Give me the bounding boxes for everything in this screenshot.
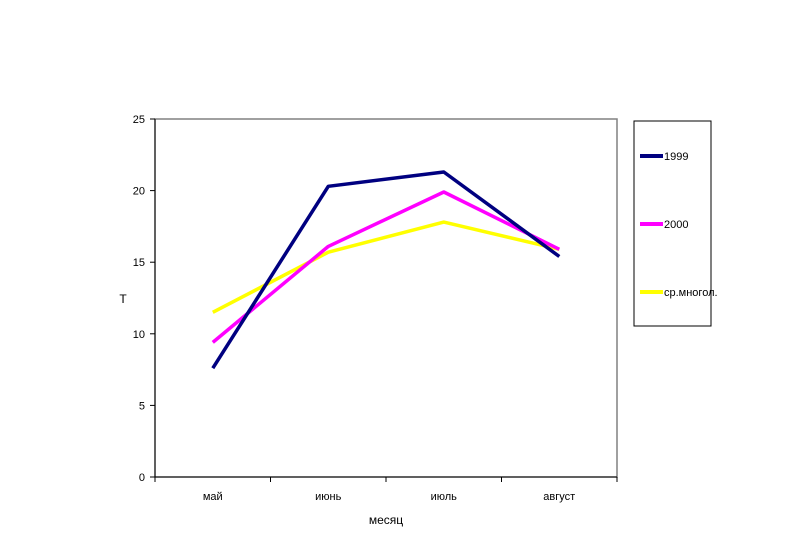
- series-line-1: [211, 190, 561, 344]
- y-tick-label: 25: [133, 114, 145, 126]
- y-axis-ticks: 0 5 10 15 20 25: [133, 114, 155, 484]
- y-tick-label: 20: [133, 186, 145, 198]
- y-axis-title: Т: [119, 292, 127, 306]
- plot-area: [154, 118, 618, 478]
- y-tick-label: 10: [133, 329, 145, 341]
- y-tick-label: 15: [133, 257, 145, 269]
- y-tick-label: 0: [139, 472, 145, 484]
- y-tick-label: 5: [139, 400, 145, 412]
- series-line-0: [211, 170, 561, 370]
- legend-label-2: ср.многол.: [664, 287, 718, 299]
- legend: 1999 2000 ср.многол.: [633, 120, 718, 327]
- x-tick-label: июнь: [315, 491, 341, 503]
- x-tick-label: август: [543, 491, 575, 503]
- series-lines: [211, 170, 561, 370]
- legend-label-0: 1999: [664, 151, 688, 163]
- x-tick-label: июль: [431, 491, 458, 503]
- legend-label-1: 2000: [664, 219, 688, 231]
- x-axis-title: месяц: [369, 513, 403, 527]
- series-line-2: [211, 220, 560, 314]
- x-tick-label: май: [203, 491, 223, 503]
- x-axis-ticks: май июнь июль август: [154, 477, 618, 503]
